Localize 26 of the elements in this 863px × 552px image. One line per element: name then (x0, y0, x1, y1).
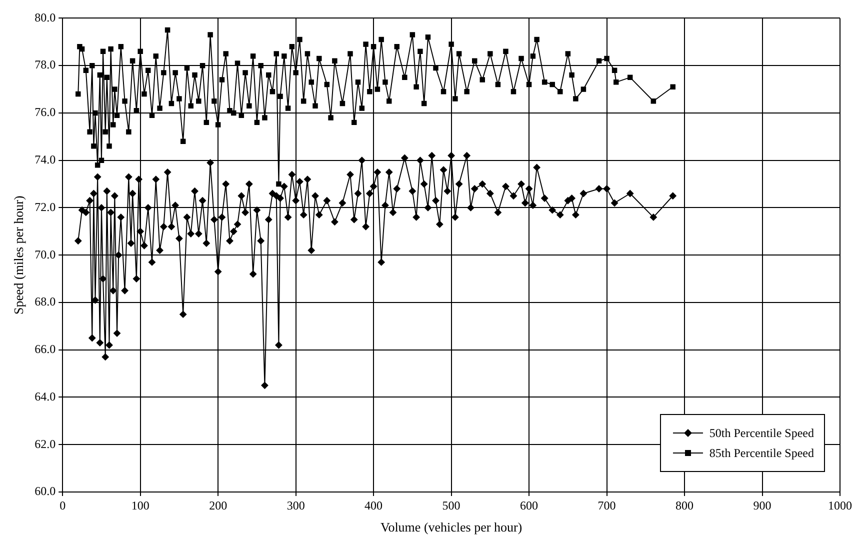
x-tick-label: 400 (364, 498, 383, 512)
legend-label: 50th Percentile Speed (709, 426, 814, 440)
x-tick-label: 200 (209, 498, 228, 512)
y-tick-label: 64.0 (34, 389, 56, 404)
y-tick-label: 70.0 (34, 247, 56, 262)
x-tick-label: 300 (286, 498, 305, 512)
y-tick-label: 74.0 (34, 152, 56, 166)
x-tick-label: 100 (131, 498, 150, 512)
y-tick-label: 62.0 (34, 436, 56, 451)
x-tick-label: 900 (753, 498, 772, 512)
y-tick-label: 72.0 (34, 200, 56, 214)
legend-label: 85th Percentile Speed (709, 446, 814, 460)
y-tick-label: 76.0 (34, 105, 56, 120)
x-tick-label: 600 (520, 498, 538, 512)
x-tick-label: 700 (598, 498, 616, 512)
x-tick-label: 1000 (828, 498, 852, 512)
x-tick-label: 800 (676, 498, 694, 512)
x-axis-title: Volume (vehicles per hour) (380, 520, 522, 535)
y-tick-label: 60.0 (34, 484, 56, 498)
x-tick-label: 500 (442, 498, 460, 512)
y-tick-label: 80.0 (34, 10, 56, 24)
y-tick-label: 66.0 (34, 342, 56, 356)
y-tick-label: 68.0 (34, 294, 56, 309)
y-tick-label: 78.0 (34, 58, 56, 72)
y-axis-title: Speed (miles per hour) (11, 196, 26, 314)
x-tick-label: 0 (60, 498, 66, 512)
